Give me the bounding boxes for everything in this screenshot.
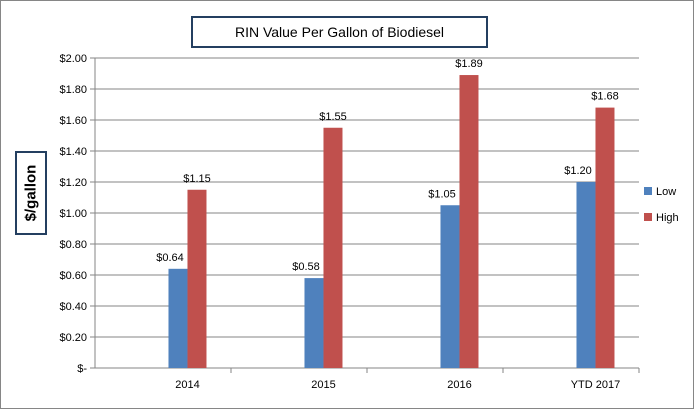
data-label: $1.68 <box>591 91 619 103</box>
legend-swatch <box>644 213 652 221</box>
data-label: $0.58 <box>292 261 320 273</box>
x-tick-label: 2014 <box>175 379 199 391</box>
bar-low <box>168 268 188 368</box>
y-tick-label: $0.60 <box>59 270 87 282</box>
legend-swatch <box>644 187 652 195</box>
y-axis-title-box: $/gallon <box>15 151 47 235</box>
legend-label: High <box>656 212 679 224</box>
y-tick-label: $1.40 <box>59 146 87 158</box>
y-tick-label: $1.80 <box>59 84 87 96</box>
x-tick-label: 2015 <box>311 379 335 391</box>
bar-high <box>187 189 207 368</box>
y-tick-label: $1.60 <box>59 115 87 127</box>
data-label: $1.89 <box>455 58 483 70</box>
y-axis-title: $/gallon <box>22 164 40 222</box>
bar-low <box>304 278 324 368</box>
x-tick-label: 2016 <box>447 379 471 391</box>
bar-low <box>440 205 460 368</box>
legend-label: Low <box>656 186 676 198</box>
y-tick-label: $1.00 <box>59 208 87 220</box>
data-label: $1.55 <box>319 111 347 123</box>
chart-title-box: RIN Value Per Gallon of Biodiesel <box>191 16 488 48</box>
y-tick-label: $1.20 <box>59 177 87 189</box>
data-label: $1.20 <box>564 165 592 177</box>
y-tick-label: $0.20 <box>59 332 87 344</box>
bar-low <box>576 182 596 368</box>
y-tick-label: $- <box>77 363 87 375</box>
chart-title: RIN Value Per Gallon of Biodiesel <box>234 24 445 40</box>
y-tick-label: $0.80 <box>59 239 87 251</box>
data-label: $0.64 <box>156 252 184 264</box>
x-tick-label: YTD 2017 <box>571 379 621 391</box>
y-tick-label: $2.00 <box>59 53 87 65</box>
bar-high <box>459 75 479 369</box>
bar-high <box>323 127 343 368</box>
bar-high <box>595 107 615 368</box>
y-tick-label: $0.40 <box>59 301 87 313</box>
data-label: $1.05 <box>428 188 456 200</box>
data-label: $1.15 <box>183 173 211 185</box>
